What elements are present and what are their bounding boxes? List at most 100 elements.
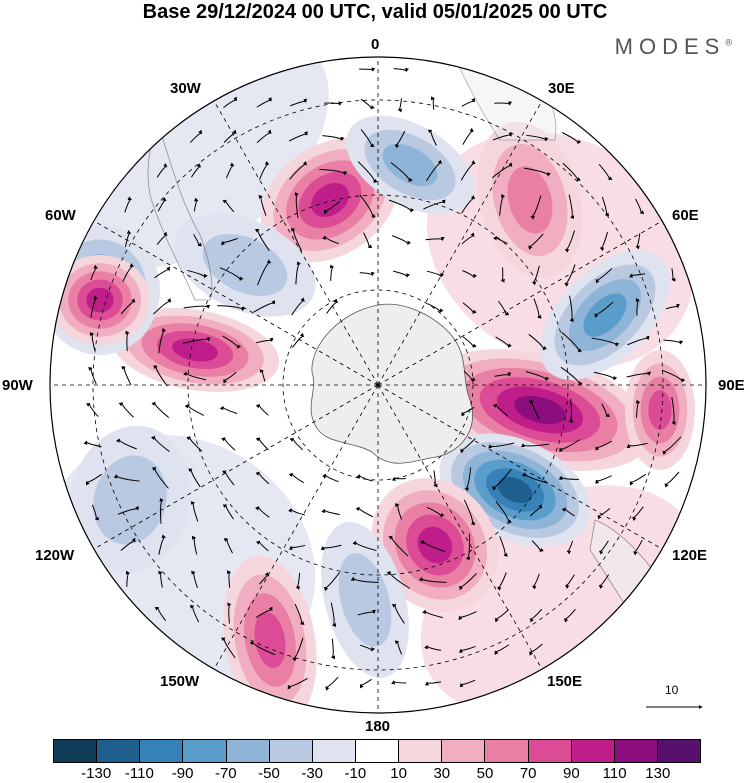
lon-label-30w: 30W bbox=[170, 80, 201, 97]
wind-streamline bbox=[124, 230, 132, 248]
wind-streamline bbox=[494, 644, 510, 655]
colorbar-swatch bbox=[657, 740, 701, 762]
wind-streamline bbox=[521, 472, 548, 484]
colorbar-tick-label: -50 bbox=[258, 765, 280, 782]
wind-streamline bbox=[391, 680, 407, 685]
meridian-line bbox=[377, 99, 544, 386]
wind-streamline bbox=[425, 681, 442, 686]
wind-streamline bbox=[564, 608, 576, 623]
wind-streamline bbox=[222, 504, 234, 520]
lon-label-0: 0 bbox=[371, 36, 380, 53]
wind-streamline bbox=[323, 572, 340, 592]
wind-streamline bbox=[561, 507, 575, 517]
wind-streamline bbox=[193, 234, 203, 247]
wind-streamline bbox=[526, 134, 549, 142]
wind-streamline bbox=[222, 199, 235, 213]
wind-streamline bbox=[627, 335, 650, 346]
wind-streamline bbox=[601, 196, 610, 217]
wind-streamline bbox=[255, 404, 269, 416]
wind-streamline bbox=[391, 476, 406, 481]
wind-streamline bbox=[360, 98, 375, 110]
wind-streamline bbox=[427, 303, 444, 313]
wind-streamline bbox=[599, 540, 609, 555]
anomaly-contour bbox=[417, 526, 453, 564]
wind-streamline bbox=[257, 259, 272, 286]
wind-streamline bbox=[460, 438, 476, 454]
wind-streamline bbox=[423, 199, 446, 210]
wind-streamline bbox=[397, 98, 403, 113]
wind-streamline bbox=[292, 637, 304, 662]
wind-streamline bbox=[117, 506, 140, 515]
wind-streamline bbox=[189, 129, 203, 143]
wind-streamline bbox=[426, 159, 443, 182]
wind-streamline bbox=[221, 237, 238, 246]
wind-streamline bbox=[158, 327, 167, 354]
wind-streamline bbox=[433, 470, 438, 488]
wind-streamline bbox=[671, 268, 676, 282]
wind-streamline bbox=[223, 129, 237, 143]
wind-streamline bbox=[187, 269, 208, 279]
meridian-line bbox=[377, 219, 664, 386]
wind-streamline bbox=[157, 197, 167, 212]
lon-label-60e: 60E bbox=[672, 207, 699, 224]
wind-streamline bbox=[391, 604, 405, 624]
colorbar-tick-label: -30 bbox=[301, 765, 324, 782]
wind-streamline bbox=[426, 506, 445, 518]
wind-streamline bbox=[495, 336, 512, 348]
wind-streamline bbox=[118, 402, 134, 418]
wind-streamline bbox=[461, 195, 476, 214]
wind-streamline bbox=[151, 401, 170, 418]
colorbar bbox=[53, 739, 701, 763]
wind-streamline bbox=[255, 437, 269, 451]
colorbar-swatch bbox=[528, 740, 572, 762]
wind-streamline bbox=[153, 298, 172, 315]
wind-streamline bbox=[560, 366, 583, 386]
wind-streamline bbox=[495, 501, 512, 523]
wind-streamline bbox=[528, 333, 547, 351]
wind-streamline bbox=[663, 339, 684, 345]
wind-streamline bbox=[122, 263, 134, 282]
wind-streamline bbox=[459, 679, 476, 688]
wind-streamline bbox=[529, 504, 543, 517]
meridian-line bbox=[92, 384, 379, 551]
wind-streamline bbox=[492, 468, 512, 491]
wind-streamline bbox=[356, 474, 373, 482]
wind-streamline bbox=[562, 162, 581, 182]
wind-streamline bbox=[255, 606, 273, 619]
wind-streamline bbox=[256, 97, 272, 108]
anomaly-contour bbox=[648, 390, 672, 430]
lon-label-150e: 150E bbox=[547, 673, 583, 690]
wind-streamline bbox=[258, 195, 267, 216]
anomaly-contour bbox=[93, 455, 167, 545]
colorbar-tick-label: 70 bbox=[519, 765, 537, 782]
meridian-line bbox=[92, 219, 379, 386]
wind-streamline bbox=[183, 337, 211, 344]
wind-streamline bbox=[152, 365, 168, 387]
wind-streamline bbox=[227, 570, 232, 588]
wind-streamline bbox=[394, 640, 403, 655]
wind-streamline bbox=[287, 677, 308, 690]
colorbar-tick-label: 10 bbox=[390, 765, 407, 782]
wind-streamline bbox=[593, 371, 618, 381]
wind-streamline bbox=[492, 132, 513, 141]
wind-streamline bbox=[461, 98, 476, 107]
map-title: Base 29/12/2024 00 UTC, valid 05/01/2025… bbox=[142, 1, 608, 23]
wind-streamline bbox=[463, 370, 476, 382]
wind-streamline bbox=[635, 233, 641, 250]
wind-streamline bbox=[330, 638, 335, 660]
colorbar-tick-label: -130 bbox=[81, 765, 112, 782]
wind-streamline bbox=[85, 473, 102, 486]
wind-streamline bbox=[388, 199, 415, 213]
wind-streamline bbox=[350, 576, 379, 583]
wind-streamline bbox=[259, 572, 270, 585]
wind-streamline bbox=[253, 300, 276, 313]
wind-streamline bbox=[255, 471, 270, 485]
colorbar-tick-label: -10 bbox=[344, 765, 367, 782]
wind-streamline bbox=[191, 570, 198, 588]
wind-streamline bbox=[193, 197, 199, 212]
wind-streamline bbox=[392, 270, 411, 278]
wind-streamline bbox=[183, 304, 211, 309]
lon-label-150w: 150W bbox=[160, 673, 200, 690]
colorbar-swatch bbox=[140, 740, 184, 762]
meridian-line bbox=[212, 99, 379, 386]
